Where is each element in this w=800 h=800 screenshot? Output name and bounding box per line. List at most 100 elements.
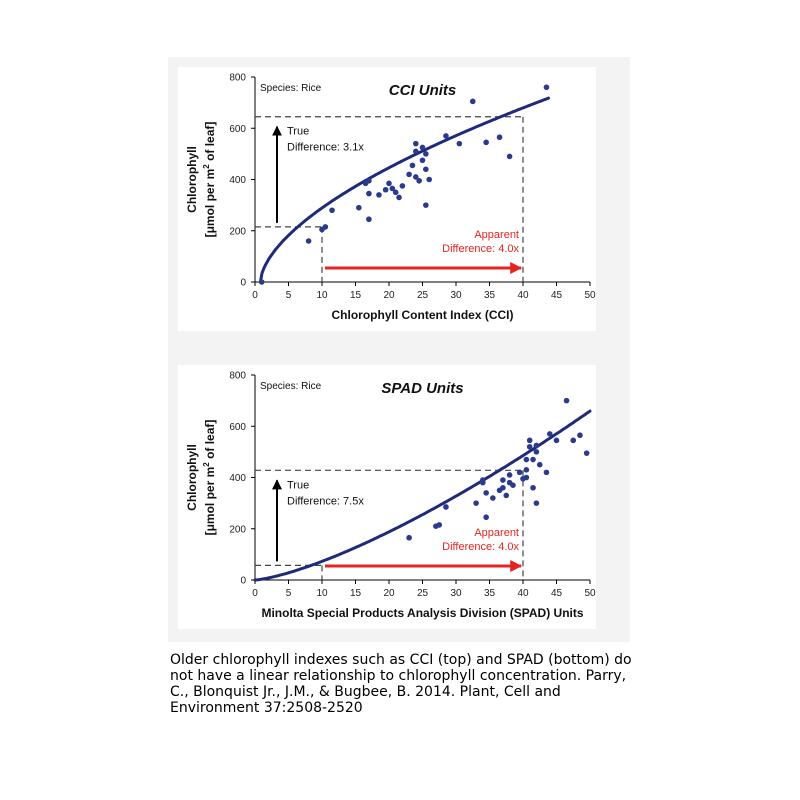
spad-data-point [483,514,489,521]
cci-true-label-2: Difference: 3.1x [287,142,364,154]
cci-y-axis-title-pre: [μmol per m [203,169,217,238]
cci-data-point [396,194,402,201]
cci-y-tick-label: 200 [229,226,246,237]
cci-data-point [399,183,406,189]
cci-data-point [366,216,372,223]
cci-x-tick-label: 35 [484,290,496,301]
cci-data-point [376,192,382,198]
spad-data-point [570,437,577,444]
spad-data-point [473,500,479,506]
spad-y-tick-label: 600 [229,422,246,433]
cci-species-label: Species: Rice [260,83,322,94]
spad-true-label-1: True [287,479,309,491]
spad-y-axis-title-line1: Chlorophyll [185,444,199,511]
spad-data-point [577,432,583,439]
spad-chart: 0 5 10 15 20 25 30 35 40 45 50 0 200 400 600 800 Minolta… [178,365,596,629]
cci-data-point [356,204,362,211]
spad-x-tick-label: 35 [484,588,496,599]
cci-data-point [382,186,389,193]
spad-data-point [553,437,560,444]
spad-data-point [436,522,443,528]
cci-x-tick-label: 25 [417,290,429,301]
cci-data-point [419,157,426,164]
spad-data-point [480,479,486,486]
spad-y-tick-label: 800 [229,371,246,382]
cci-data-point [426,176,432,183]
figure-caption: Older chlorophyll indexes such as CCI (t… [170,652,632,716]
cci-data-point [413,174,419,180]
cci-chart-svg: 0 5 10 15 20 25 30 35 40 45 50 0 200 400 600 800 Chlorop… [185,73,596,323]
spad-data-point [523,474,530,481]
spad-y-tick-label: 400 [229,473,246,484]
spad-y-axis-title-sup: 2 [202,462,211,467]
spad-data-point [483,490,489,496]
cci-x-tick-label: 15 [350,290,362,301]
cci-data-point [413,148,419,155]
cci-data-point [483,139,489,146]
cci-data-point [392,189,399,196]
spad-chart-svg: 0 5 10 15 20 25 30 35 40 45 50 0 200 400 600 800 Minolta… [185,371,596,621]
spad-data-point [490,495,496,501]
cci-apparent-label-2: Difference: 4.0x [442,243,519,255]
spad-x-tick-label: 45 [551,588,563,599]
cci-data-point [496,134,503,141]
cci-x-tick-label: 40 [517,290,529,301]
spad-y-axis-title-pre: [μmol per m [203,467,217,536]
spad-true-label-2: Difference: 7.5x [287,495,364,507]
spad-data-point [406,534,412,541]
cci-data-point [406,171,412,178]
cci-true-label-1: True [287,126,309,138]
cci-x-tick-label: 10 [316,290,328,301]
spad-data-point [536,461,543,468]
spad-data-point [533,449,540,455]
spad-data-point [523,456,530,463]
spad-data-point [547,431,553,437]
spad-x-tick-label: 5 [286,588,292,599]
spad-x-tick-label: 15 [350,588,362,599]
cci-data-point [366,177,372,184]
spad-data-point [583,450,590,456]
cci-y-axis-title-post: of leaf] [203,122,217,165]
spad-data-point [526,437,533,444]
spad-data-point [500,484,506,491]
spad-data-point [533,500,540,506]
spad-y-axis-title-post: of leaf] [203,420,217,463]
cci-x-tick-label: 5 [286,290,292,301]
spad-y-tick-label: 0 [240,576,246,587]
cci-apparent-label-1: Apparent [474,229,519,241]
spad-x-tick-label: 20 [383,588,395,599]
spad-data-point [533,442,540,449]
cci-fit-curve [258,96,550,284]
cci-data-point [543,84,550,91]
spad-x-tick-label: 0 [252,588,258,599]
cci-data-point [322,224,329,230]
cci-data-point [258,279,265,285]
cci-x-tick-label: 45 [551,290,563,301]
cci-data-point [305,238,312,244]
cci-data-point [443,133,449,139]
spad-x-tick-label: 10 [316,588,328,599]
cci-data-point [423,166,429,173]
spad-apparent-label-1: Apparent [474,527,519,539]
spad-data-point [530,484,536,491]
spad-species-label: Species: Rice [260,381,322,392]
cci-data-point [389,185,396,192]
spad-data-point [530,456,536,463]
cci-y-axis-title-line1: Chlorophyll [185,146,199,213]
spad-data-point [510,482,516,488]
cci-y-axis-title-sup: 2 [202,164,211,169]
spad-x-tick-label: 40 [517,588,529,599]
cci-title: CCI Units [389,82,457,99]
spad-data-point [506,472,513,478]
spad-fit-curve [253,409,592,582]
cci-y-tick-label: 600 [229,124,246,135]
spad-x-tick-label: 25 [417,588,429,599]
cci-data-point [386,180,392,187]
cci-x-tick-label: 50 [584,290,596,301]
cci-data-point [423,202,429,208]
spad-y-tick-label: 200 [229,524,246,535]
cci-data-point [329,207,335,214]
spad-title: SPAD Units [381,380,463,397]
cci-y-tick-label: 0 [240,278,246,289]
cci-data-point [419,144,426,151]
